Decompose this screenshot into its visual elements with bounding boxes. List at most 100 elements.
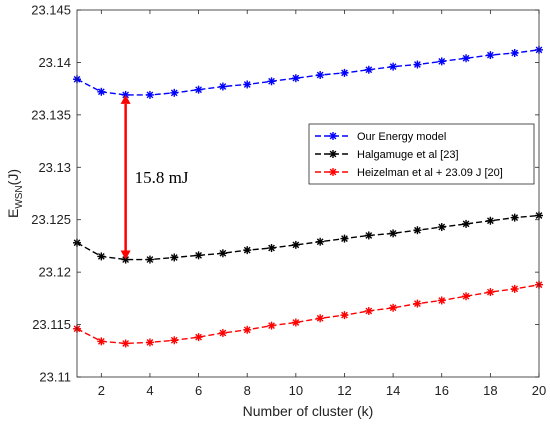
series-point (316, 314, 325, 323)
x-tick-label: 6 (195, 383, 202, 398)
x-tick-label: 8 (244, 383, 251, 398)
series-layer (73, 45, 543, 348)
y-axis-title-main: E (5, 209, 21, 218)
y-axis-title-subscript: WSN (14, 185, 25, 208)
series-point (218, 328, 227, 337)
x-tick-label: 20 (532, 383, 546, 398)
series-point (510, 213, 519, 222)
annotation-layer: 15.8 mJ (120, 94, 189, 260)
series-point (413, 299, 422, 308)
series-line (76, 214, 540, 261)
series-point (486, 216, 495, 225)
series-line (76, 284, 540, 345)
series-point (316, 237, 325, 246)
legend: Our Energy model Halgamuge et al [23] Heiz… (308, 123, 535, 185)
difference-annotation-label: 15.8 mJ (135, 168, 189, 187)
series-point (364, 65, 373, 74)
series-point (340, 68, 349, 77)
series-point (170, 88, 179, 97)
series-point (243, 246, 252, 255)
series-point (97, 337, 106, 346)
legend-marker-swatch (329, 168, 337, 176)
series-point (364, 231, 373, 240)
series-point (340, 234, 349, 243)
series-point (121, 339, 130, 348)
x-tick-label: 2 (98, 383, 105, 398)
y-tick-label: 23.11 (39, 370, 71, 385)
series-point (291, 240, 300, 249)
difference-arrow-head-bottom (120, 250, 131, 260)
series-point (413, 60, 422, 69)
series-point (194, 251, 203, 260)
series-3 (73, 280, 543, 348)
series-point (218, 82, 227, 91)
y-tick-label: 23.115 (32, 317, 71, 332)
difference-arrow-head-top (120, 94, 131, 104)
series-point (267, 321, 276, 330)
series-point (291, 318, 300, 327)
series-point (194, 333, 203, 342)
series-point (486, 51, 495, 60)
series-point (218, 249, 227, 258)
series-1 (73, 45, 543, 99)
series-point (437, 296, 446, 305)
x-tick-label: 4 (146, 383, 153, 398)
series-point (510, 48, 519, 57)
series-point (291, 74, 300, 83)
series-point (145, 338, 154, 347)
series-point (194, 85, 203, 94)
series-point (462, 292, 471, 301)
x-tick-label: 16 (435, 383, 449, 398)
series-point (389, 62, 398, 71)
legend-entry-2: Halgamuge et al [23] (315, 149, 459, 161)
x-axis-title: Number of cluster (k) (243, 403, 374, 419)
series-point (267, 244, 276, 253)
legend-label: Halgamuge et al [23] (357, 149, 459, 161)
y-axis-title-unit: (J) (5, 169, 21, 185)
y-axis-title: EWSN(J) (5, 169, 25, 218)
y-tick-label: 23.13 (38, 160, 71, 175)
y-tick-label: 23.14 (38, 55, 71, 70)
legend-entry-3: Heizelman et al + 23.09 J [20] (315, 167, 503, 179)
series-point (121, 90, 130, 99)
y-tick-label: 23.135 (31, 107, 71, 122)
series-point (462, 219, 471, 228)
x-tick-label: 14 (386, 383, 400, 398)
x-tick-label: 12 (337, 383, 351, 398)
series-point (316, 71, 325, 80)
legend-marker-swatch (329, 132, 337, 140)
y-tick-label: 23.145 (31, 3, 71, 18)
plot-frame (76, 9, 540, 378)
series-point (437, 57, 446, 66)
series-point (145, 255, 154, 264)
series-point (486, 288, 495, 297)
series-point (97, 252, 106, 261)
legend-label: Our Energy model (357, 131, 446, 143)
legend-label: Heizelman et al + 23.09 J [20] (357, 167, 503, 179)
y-tick-label: 23.125 (31, 212, 71, 227)
series-2 (73, 211, 543, 264)
series-point (243, 80, 252, 89)
x-tick-label: 10 (289, 383, 303, 398)
series-point (340, 311, 349, 320)
series-point (267, 77, 276, 86)
series-point (243, 325, 252, 334)
series-point (145, 90, 154, 99)
series-point (170, 253, 179, 262)
legend-marker-swatch (329, 150, 337, 158)
series-point (364, 306, 373, 315)
x-tick-label: 18 (483, 383, 497, 398)
series-point (462, 54, 471, 63)
series-point (510, 284, 519, 293)
y-tick-label: 23.12 (38, 265, 71, 280)
series-point (437, 223, 446, 232)
series-point (170, 336, 179, 345)
series-point (97, 87, 106, 96)
series-point (413, 226, 422, 235)
series-point (389, 303, 398, 312)
series-point (389, 229, 398, 238)
tick-layer: 2 4 6 8 10 12 14 16 18 20 23.11 23.115 23.12 23.125 23… (31, 3, 546, 399)
legend-items: Our Energy model Halgamuge et al [23] Heiz… (315, 131, 503, 179)
